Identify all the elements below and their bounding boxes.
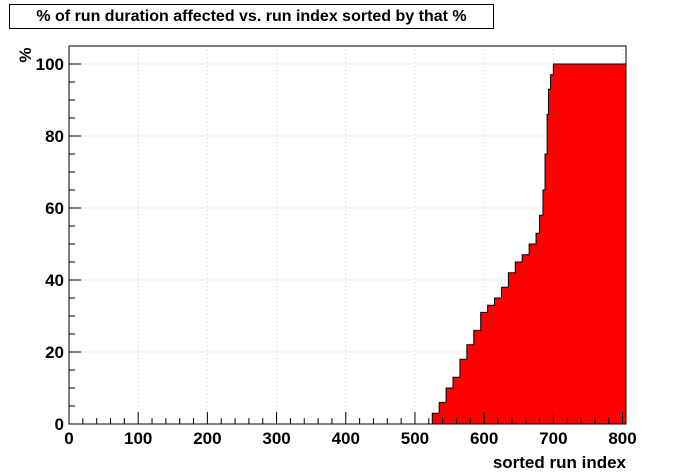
x-tick-label: 0 — [64, 429, 73, 448]
tick-labels-layer: 0 100 200 300 400 500 600 700 800 0 20 40 60 80 100 — [36, 55, 637, 448]
y-tick-label: 100 — [36, 55, 64, 74]
chart-title: % of run duration affected vs. run index… — [9, 4, 494, 29]
series-area — [69, 63, 627, 425]
y-axis-title: % — [16, 47, 35, 62]
x-axis-title: sorted run index — [493, 453, 627, 472]
x-tick-label: 200 — [193, 429, 221, 448]
y-tick-label: 60 — [45, 199, 64, 218]
x-tick-label: 100 — [124, 429, 152, 448]
x-tick-label: 500 — [401, 429, 429, 448]
ticks-layer — [68, 45, 624, 425]
x-tick-label: 300 — [262, 429, 290, 448]
y-tick-label: 20 — [45, 343, 64, 362]
x-tick-label: 800 — [608, 429, 636, 448]
x-tick-label: 400 — [332, 429, 360, 448]
plot-frame — [68, 45, 627, 425]
x-tick-label: 600 — [470, 429, 498, 448]
y-tick-label: 0 — [55, 415, 64, 434]
x-tick-label: 700 — [539, 429, 567, 448]
y-tick-label: 80 — [45, 127, 64, 146]
y-tick-label: 40 — [45, 271, 64, 290]
